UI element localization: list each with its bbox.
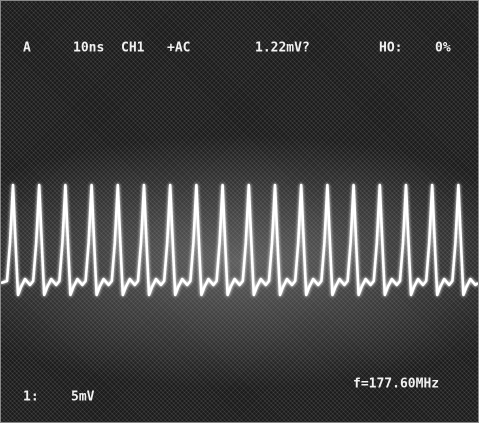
oscilloscope-screen: A 10ns CH1 +AC 1.22mV? HO: 0% 1: 5mV f=1… bbox=[0, 0, 479, 423]
scale-label: 5mV bbox=[71, 390, 95, 405]
reading-label: 1.22mV? bbox=[255, 41, 310, 56]
coupling-label: +AC bbox=[167, 41, 190, 56]
display: A 10ns CH1 +AC 1.22mV? HO: 0% 1: 5mV f=1… bbox=[1, 1, 478, 422]
holdoff-value: 0% bbox=[435, 41, 451, 56]
holdoff-label: HO: bbox=[379, 41, 402, 56]
frequency-label: f=177.60MHz bbox=[353, 377, 439, 392]
timebase-label: 10ns bbox=[73, 41, 104, 56]
trigger-label: A bbox=[23, 41, 31, 56]
channel-number: 1: bbox=[23, 390, 39, 405]
channel-label: CH1 bbox=[121, 41, 145, 56]
waveform-trace bbox=[1, 185, 478, 295]
